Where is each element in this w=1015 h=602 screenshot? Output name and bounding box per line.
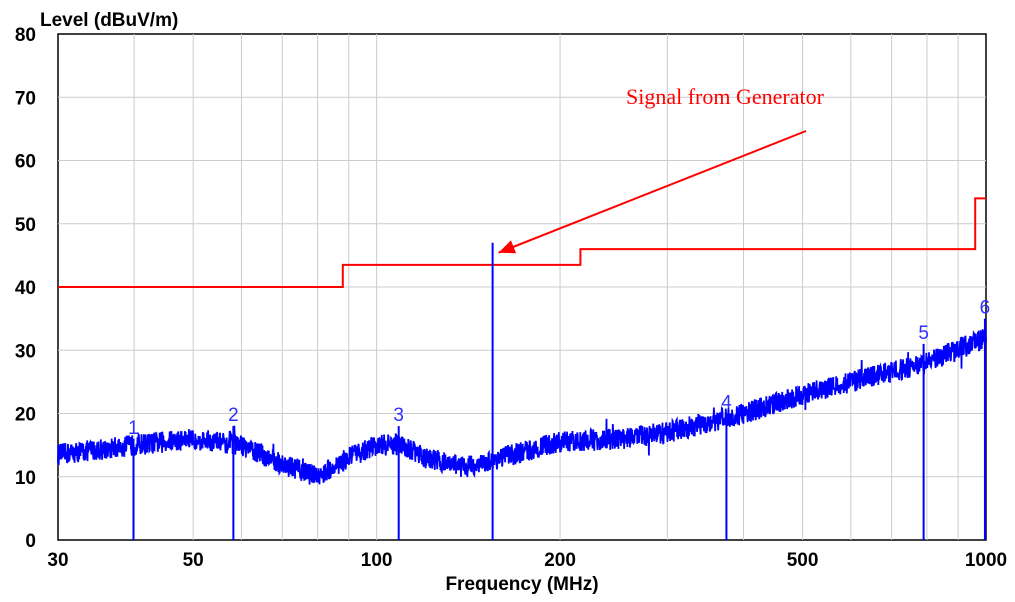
annotation-arrowhead bbox=[498, 240, 517, 254]
y-tick-label: 0 bbox=[25, 531, 36, 552]
markers: 1 2 3 4 5 6 bbox=[128, 242, 991, 540]
marker-5-label: 5 bbox=[918, 323, 929, 344]
x-tick-label: 30 bbox=[47, 550, 68, 571]
x-tick-label: 200 bbox=[544, 550, 576, 571]
y-axis-title: Level (dBuV/m) bbox=[40, 10, 178, 31]
tick-labels: 30 50 100 200 500 1000 0 10 20 30 40 50 60 70 80 bbox=[15, 25, 1007, 571]
marker-3-label: 3 bbox=[393, 405, 404, 426]
marker-2-label: 2 bbox=[228, 405, 239, 426]
y-tick-label: 10 bbox=[15, 468, 36, 489]
y-tick-label: 40 bbox=[15, 278, 36, 299]
x-axis-title: Frequency (MHz) bbox=[445, 574, 598, 595]
x-tick-label: 50 bbox=[183, 550, 204, 571]
marker-4-label: 4 bbox=[721, 393, 732, 414]
noise-floor-path bbox=[57, 329, 987, 485]
y-tick-label: 80 bbox=[15, 25, 36, 46]
x-tick-label: 100 bbox=[361, 550, 393, 571]
annotation-text: Signal from Generator bbox=[626, 84, 825, 109]
marker-6-label: 6 bbox=[980, 298, 991, 319]
y-tick-label: 30 bbox=[15, 341, 36, 362]
marker-1-label: 1 bbox=[128, 418, 139, 439]
x-tick-label: 500 bbox=[787, 550, 819, 571]
annotation-arrow bbox=[498, 130, 807, 254]
limit-line bbox=[58, 197, 986, 288]
noise-floor-trace bbox=[57, 329, 987, 485]
y-tick-label: 60 bbox=[15, 152, 36, 173]
y-tick-label: 70 bbox=[15, 88, 36, 109]
y-tick-label: 20 bbox=[15, 405, 36, 426]
annotation: Signal from Generator bbox=[498, 84, 825, 254]
x-tick-label: 1000 bbox=[965, 550, 1007, 571]
y-tick-label: 50 bbox=[15, 215, 36, 236]
limit-polyline bbox=[58, 197, 986, 288]
